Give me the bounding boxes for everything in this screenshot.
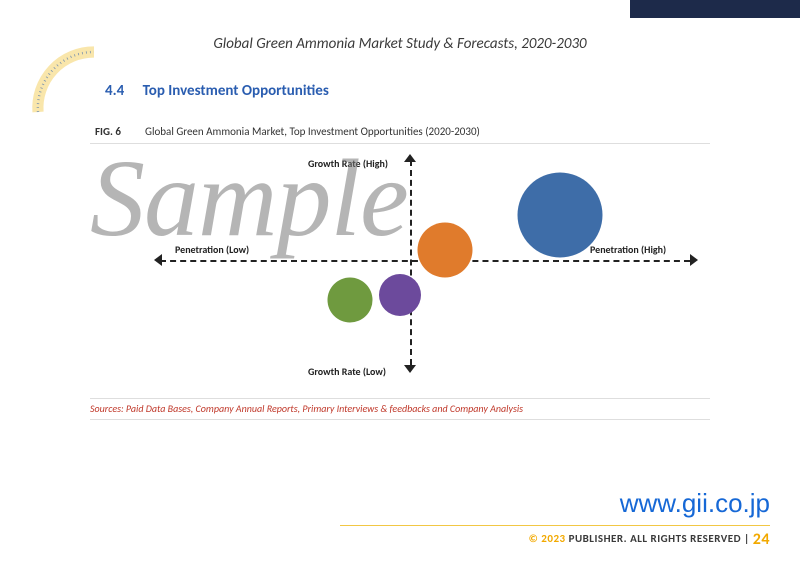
page-footer: © 2023 PUBLISHER. ALL RIGHTS RESERVED | … <box>529 530 770 549</box>
section-number: 4.4 <box>105 82 124 100</box>
footer-year: 2023 <box>541 532 565 545</box>
x-axis-label-low: Penetration (Low) <box>175 243 249 256</box>
bubble-2 <box>379 274 421 316</box>
figure-caption: Global Green Ammonia Market, Top Investm… <box>145 125 480 138</box>
figure-label: FIG. 6 <box>95 125 145 138</box>
section-title: Top Investment Opportunities <box>143 82 329 100</box>
axis-arrow-down <box>404 365 416 373</box>
axis-arrow-right <box>690 254 698 266</box>
quadrant-bubble-chart: Penetration (Low) Penetration (High) Growt… <box>90 140 710 380</box>
figure-sources: Sources: Paid Data Bases, Company Annual… <box>90 398 710 420</box>
website-url-link[interactable]: www.gii.co.jp <box>620 488 770 519</box>
bubble-1 <box>418 223 473 278</box>
report-page: Global Green Ammonia Market Study & Fore… <box>0 0 800 565</box>
x-axis-label-high: Penetration (High) <box>590 243 666 256</box>
copyright-symbol: © <box>529 532 539 545</box>
section-heading: 4.4 Top Investment Opportunities <box>105 82 329 100</box>
footer-rule <box>340 525 770 526</box>
footer-publisher: PUBLISHER. ALL RIGHTS RESERVED | <box>569 532 750 545</box>
bubble-0 <box>518 173 603 258</box>
y-axis-label-high: Growth Rate (High) <box>308 157 388 170</box>
bubble-3 <box>328 278 373 323</box>
header-accent-bar <box>630 0 800 18</box>
axis-arrow-up <box>404 154 416 162</box>
page-number: 24 <box>753 530 770 549</box>
document-header-title: Global Green Ammonia Market Study & Fore… <box>0 35 800 53</box>
y-axis <box>410 160 412 365</box>
y-axis-label-low: Growth Rate (Low) <box>308 365 386 378</box>
axis-arrow-left <box>154 254 162 266</box>
